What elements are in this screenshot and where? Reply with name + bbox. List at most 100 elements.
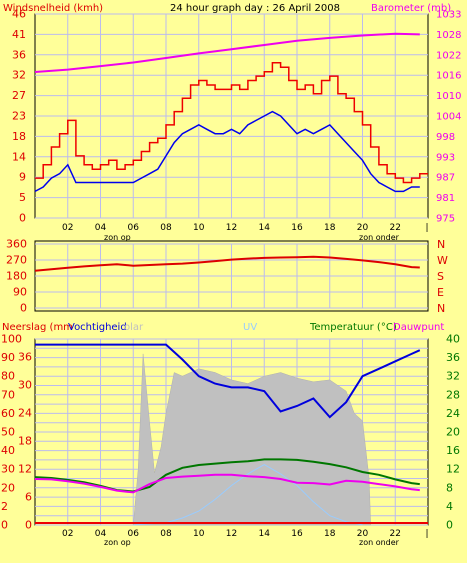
humidity-tick-label: 80 (1, 370, 15, 383)
temperature-tick-label: 20 (446, 426, 460, 439)
x-tick-label: 02 (62, 223, 73, 233)
rain-tick-label: 18 (18, 435, 32, 448)
temperature-tick-label: 32 (446, 370, 460, 383)
x-tick-end: | (425, 529, 428, 539)
barometer-tick-label: 998 (436, 132, 455, 143)
sunset-label-1: zon onder (359, 233, 400, 242)
humidity-tick-label: 40 (1, 444, 15, 457)
barometer-tick-label: 993 (436, 152, 455, 163)
x-tick-label: 06 (128, 529, 140, 539)
barometer-tick-label: 1004 (436, 112, 461, 123)
panel2-left-ticks: 0 90 180 270 360 (6, 238, 27, 315)
barometer-tick-label: 1010 (436, 91, 461, 102)
temperature-tick-label: 40 (446, 333, 460, 346)
x-tick-label: 18 (324, 529, 336, 539)
rain-tick-label: 6 (25, 491, 32, 504)
x-tick-label: 04 (95, 223, 107, 233)
humidity-tick-label: 20 (1, 481, 15, 494)
wind-tick-label: 46 (12, 8, 26, 21)
barometer-tick-label: 1028 (436, 30, 461, 41)
x-tick-label: 02 (62, 529, 73, 539)
temperature-tick-label: 36 (446, 351, 460, 364)
wind-tick-label: 9 (19, 171, 26, 184)
x-tick-end: | (425, 223, 428, 233)
wind-tick-label: 41 (12, 28, 26, 41)
humidity-tick-label: 70 (1, 388, 15, 401)
x-tick-label: 20 (357, 529, 369, 539)
compass-letter: S (437, 270, 444, 283)
direction-tick-label: 270 (6, 254, 27, 267)
direction-tick-label: 90 (13, 286, 27, 299)
x-tick-label: 12 (226, 223, 237, 233)
barometer-tick-label: 1016 (436, 71, 461, 82)
temperature-tick-label: 4 (446, 500, 453, 513)
temperature-tick-label: 12 (446, 463, 460, 476)
panel3-left-small-ticks: 0 6 12 18 24 30 36 (18, 351, 32, 532)
panel1-x-ticks: 02 04 06 08 10 12 14 16 18 20 22 | (62, 223, 429, 233)
temperature-tick-label: 24 (446, 407, 460, 420)
x-tick-label: 16 (291, 223, 303, 233)
barometer-tick-label: 1022 (436, 50, 461, 61)
barometer-line (34, 32, 420, 73)
wind-max-line (35, 62, 428, 184)
panel1-grid (35, 13, 428, 219)
temperature-tick-label: 28 (446, 388, 460, 401)
compass-letter: N (437, 238, 445, 251)
humidity-tick-label: 100 (1, 333, 22, 346)
humidity-tick-label: 0 (1, 519, 8, 532)
x-tick-label: 14 (259, 529, 271, 539)
x-tick-label: 22 (390, 223, 401, 233)
temperature-tick-label: 16 (446, 444, 460, 457)
panel1-right-ticks: 975 981 987 993 998 1004 1010 1016 1022 1028 1033 (436, 10, 461, 225)
x-tick-label: 12 (226, 529, 237, 539)
wind-axis-title: Windsnelheid (kmh) (3, 3, 103, 14)
wind-tick-label: 5 (19, 191, 26, 204)
x-tick-label: 08 (160, 529, 172, 539)
humidity-tick-label: 30 (1, 463, 15, 476)
uv-line (133, 464, 363, 526)
sunset-label-3: zon onder (359, 538, 400, 547)
legend-temperature: Temperatuur (°C) (309, 322, 397, 333)
compass-letter: E (437, 286, 444, 299)
dewpoint-line (34, 473, 420, 494)
direction-tick-label: 180 (6, 270, 27, 283)
wind-tick-label: 27 (12, 89, 26, 102)
legend-rain: Neerslag (mm (2, 322, 73, 333)
wind-tick-label: 32 (12, 69, 26, 82)
panel1-left-ticks: 0 5 9 14 18 23 27 32 36 41 46 (12, 8, 26, 225)
legend-dewpoint: Dauwpunt (393, 322, 444, 333)
sunrise-label-1: zon op (104, 233, 131, 242)
x-tick-label: 20 (357, 223, 369, 233)
panel3-x-ticks: 02 04 06 08 10 12 14 16 18 20 22 | (62, 529, 429, 539)
rain-tick-label: 12 (18, 463, 32, 476)
barometer-tick-label: 981 (436, 193, 455, 204)
temperature-tick-label: 8 (446, 481, 453, 494)
rain-tick-label: 0 (25, 519, 32, 532)
wind-tick-label: 14 (12, 150, 26, 163)
wind-avg-line (34, 110, 420, 193)
legend-solar: olar (124, 322, 144, 333)
wind-tick-label: 0 (19, 212, 26, 225)
x-tick-label: 16 (291, 529, 303, 539)
chart-title: 24 hour graph day : 26 April 2008 (170, 3, 340, 14)
rain-tick-label: 30 (18, 379, 32, 392)
panel3-left-ticks: 0 2 20 30 40 50 60 70 80 90 100 (1, 333, 22, 532)
wind-tick-label: 18 (12, 130, 26, 143)
wind-direction-line (34, 255, 420, 272)
humidity-tick-label: 60 (1, 407, 15, 420)
temperature-tick-label: 0 (446, 519, 453, 532)
x-tick-label: 04 (95, 529, 107, 539)
humidity-tick-label: 2 (1, 500, 8, 513)
barometer-axis-title: Barometer (mb) (371, 3, 451, 14)
x-tick-label: 14 (259, 223, 271, 233)
x-tick-label: 22 (390, 529, 401, 539)
wind-tick-label: 36 (12, 48, 26, 61)
humidity-line (35, 343, 421, 419)
direction-tick-label: 0 (20, 302, 27, 315)
barometer-tick-label: 987 (436, 173, 455, 184)
wind-tick-label: 23 (12, 110, 26, 123)
